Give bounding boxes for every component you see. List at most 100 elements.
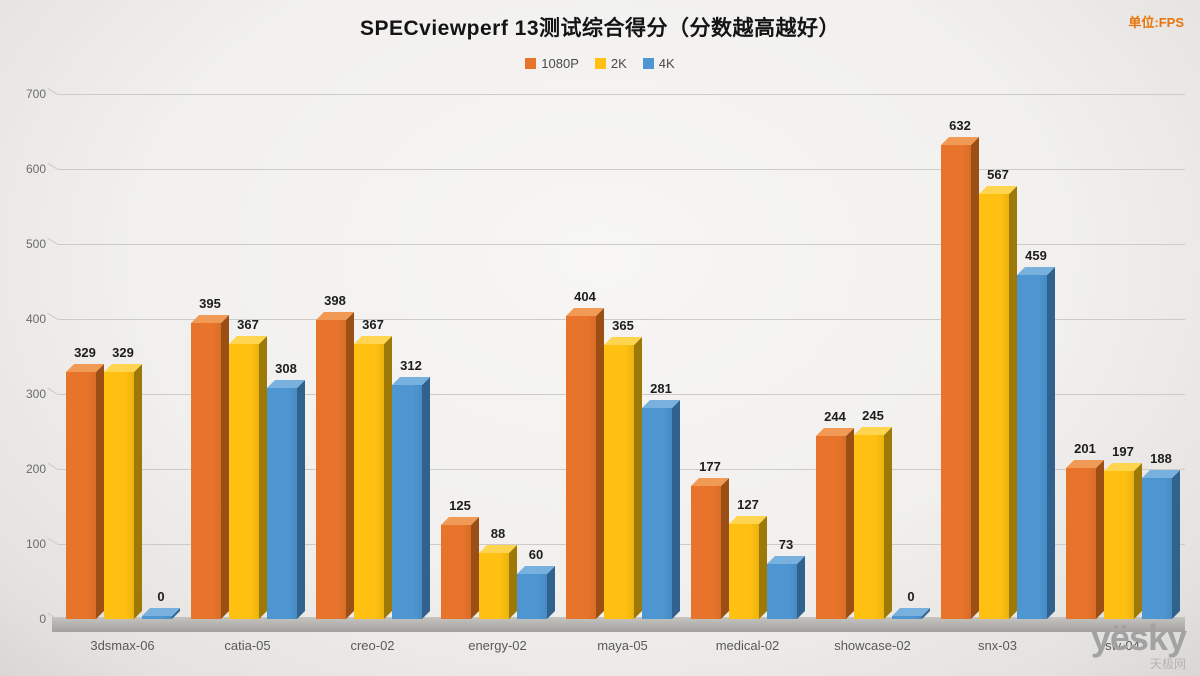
y-axis-tick-label: 300 xyxy=(25,387,46,401)
gridline-wall-edge xyxy=(47,237,58,245)
bar xyxy=(229,344,259,619)
legend-marker-icon xyxy=(594,58,606,69)
bar-side-face xyxy=(596,308,604,619)
bar-value-label: 60 xyxy=(528,547,544,562)
x-axis-category-label: sw-04 xyxy=(1105,638,1140,653)
legend-item: 1080P xyxy=(525,56,579,71)
bar-value-label: 329 xyxy=(74,345,96,360)
bar xyxy=(941,145,971,619)
bar xyxy=(267,388,297,619)
unit-label: 单位:FPS xyxy=(1128,15,1184,30)
bar-value-label: 88 xyxy=(490,526,506,541)
x-axis-category-label: 3dsmax-06 xyxy=(90,638,155,653)
legend: 1080P 2K 4K xyxy=(0,56,1200,71)
bar-value-label: 245 xyxy=(862,408,884,423)
legend-marker-icon xyxy=(525,58,537,69)
watermark-logo: yësky xyxy=(1090,617,1187,658)
bar-value-label: 395 xyxy=(199,296,221,311)
bar-value-label: 567 xyxy=(987,167,1009,182)
bar-side-face xyxy=(134,364,142,619)
bar-value-label: 367 xyxy=(362,317,384,332)
bar xyxy=(691,486,721,619)
bar xyxy=(854,435,884,619)
bar-side-face xyxy=(259,336,267,619)
bar xyxy=(1017,275,1047,619)
legend-label: 1080P xyxy=(541,56,579,71)
watermark: yësky 天极网 xyxy=(1090,617,1187,671)
bar-value-label: 127 xyxy=(737,497,759,512)
bar xyxy=(517,574,547,619)
bar xyxy=(816,436,846,619)
bar-value-label: 404 xyxy=(574,289,596,304)
x-axis-category-label: medical-02 xyxy=(715,638,780,653)
gridline-wall-edge xyxy=(47,87,58,95)
gridline xyxy=(58,94,1185,95)
bar xyxy=(767,564,797,619)
bar-value-label: 125 xyxy=(449,498,471,513)
bar xyxy=(729,524,759,619)
bar xyxy=(604,345,634,619)
legend-label: 2K xyxy=(610,56,627,71)
bar-value-label: 398 xyxy=(324,293,346,308)
legend-item: 4K xyxy=(642,56,675,71)
bar xyxy=(1104,471,1134,619)
bar-value-label: 0 xyxy=(907,589,915,604)
bar xyxy=(142,616,172,619)
bar xyxy=(1066,468,1096,619)
gridline-wall-edge xyxy=(47,537,58,545)
x-axis-category-label: creo-02 xyxy=(350,638,395,653)
bar-value-label: 365 xyxy=(612,318,634,333)
legend-item: 2K xyxy=(594,56,627,71)
watermark-subtext: 天极网 xyxy=(1149,657,1186,671)
bar-side-face xyxy=(634,337,642,619)
x-axis-category-label: maya-05 xyxy=(597,638,648,653)
bar-value-label: 177 xyxy=(699,459,721,474)
gridline xyxy=(58,319,1185,320)
bar-value-label: 73 xyxy=(778,537,794,552)
bar-side-face xyxy=(672,400,680,619)
chart-title: SPECviewperf 13测试综合得分（分数越高越好） xyxy=(359,17,841,40)
x-axis-category-label: showcase-02 xyxy=(834,638,911,653)
y-axis-tick-label: 200 xyxy=(25,462,46,476)
legend-label: 4K xyxy=(658,56,675,71)
y-axis-tick-label: 100 xyxy=(25,537,46,551)
bar-side-face xyxy=(797,556,805,619)
bar-value-label: 197 xyxy=(1112,444,1134,459)
bar xyxy=(66,372,96,619)
bar xyxy=(354,344,384,619)
bar xyxy=(566,316,596,619)
gridline-wall-edge xyxy=(47,312,58,320)
bar-value-label: 632 xyxy=(949,118,971,133)
gridline-wall-edge xyxy=(47,162,58,170)
bar xyxy=(642,408,672,619)
bar-side-face xyxy=(1172,470,1180,619)
bar-value-label: 244 xyxy=(824,409,846,424)
gridline-wall-edge xyxy=(47,387,58,395)
bar xyxy=(979,194,1009,619)
bar-value-label: 0 xyxy=(157,589,165,604)
chart-floor xyxy=(52,617,1185,632)
bar xyxy=(479,553,509,619)
bar xyxy=(104,372,134,619)
bar-side-face xyxy=(547,566,555,619)
bar-value-label: 367 xyxy=(237,317,259,332)
bar-side-face xyxy=(846,428,854,619)
bar-side-face xyxy=(384,336,392,619)
bar-side-face xyxy=(96,364,104,619)
bar xyxy=(892,616,922,619)
bar xyxy=(316,320,346,619)
bar-value-label: 188 xyxy=(1150,451,1172,466)
bar-value-label: 459 xyxy=(1025,248,1047,263)
bar xyxy=(441,525,471,619)
bar-side-face xyxy=(1134,463,1142,619)
y-axis-tick-label: 0 xyxy=(39,612,46,626)
bar-value-label: 312 xyxy=(400,358,422,373)
bar xyxy=(191,323,221,619)
bar-side-face xyxy=(971,137,979,619)
gridline-wall-edge xyxy=(47,462,58,470)
bar-side-face xyxy=(1096,460,1104,619)
bar-value-label: 281 xyxy=(650,381,672,396)
bar xyxy=(392,385,422,619)
y-axis-tick-label: 500 xyxy=(25,237,46,251)
